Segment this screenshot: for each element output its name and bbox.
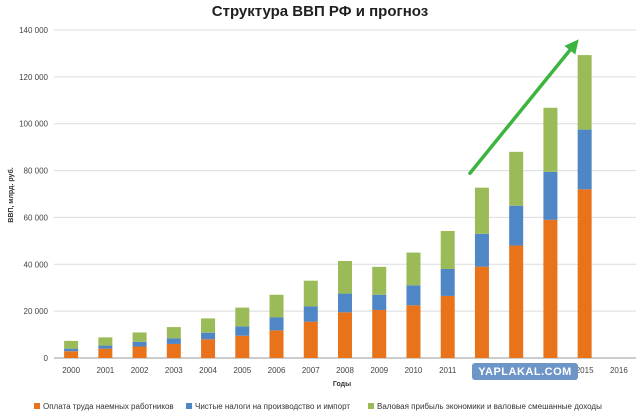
bar-segment: [338, 293, 352, 313]
bar-segment: [166, 338, 181, 344]
bar-segment: [235, 326, 250, 336]
y-axis-ticks: 0 20 000 40 000 60 000 80 000 100 000 120 000 1…: [19, 26, 48, 363]
bar-segment: [474, 233, 489, 267]
bar-segment: [509, 151, 524, 206]
bar-segment: [577, 55, 592, 130]
bar-segment: [235, 307, 250, 327]
x-tick-label: 2002: [131, 366, 149, 375]
y-tick-label: 0: [44, 354, 49, 363]
bar-segment: [577, 189, 592, 358]
trend-arrow: [468, 39, 579, 176]
chart-title: Структура ВВП РФ и прогноз: [212, 3, 428, 20]
y-tick-label: 60 000: [24, 213, 49, 222]
x-tick-label: 2000: [62, 366, 80, 375]
bar-segment: [64, 340, 79, 349]
arrow-shaft: [468, 48, 572, 176]
watermark: YAPLAKAL.COM: [472, 363, 578, 380]
bar-segment: [372, 294, 387, 310]
x-tick-label: 2006: [268, 366, 286, 375]
legend-item: Валовая прибыль экономики и валовые смеш…: [368, 402, 602, 411]
legend-label: Валовая прибыль экономики и валовые смеш…: [377, 402, 602, 411]
bar-segment: [269, 330, 284, 358]
bar-segment: [338, 312, 352, 358]
x-tick-label: 2001: [96, 366, 114, 375]
x-tick-label: 2011: [439, 366, 457, 375]
bars: [64, 55, 592, 358]
legend-label: Оплата труда наемных работников: [43, 402, 174, 411]
y-tick-label: 140 000: [19, 26, 48, 35]
legend-swatch: [34, 403, 40, 409]
bar-segment: [166, 327, 181, 339]
bar-segment: [132, 346, 147, 358]
x-tick-label: 2016: [610, 366, 628, 375]
y-tick-label: 120 000: [19, 73, 48, 82]
bar-segment: [98, 348, 113, 358]
arrow-head: [564, 39, 579, 55]
bar-segment: [98, 345, 113, 349]
bar-segment: [543, 219, 558, 358]
bar-segment: [406, 252, 421, 286]
bar-segment: [406, 285, 421, 306]
bar-segment: [235, 335, 250, 358]
bar-segment: [132, 341, 147, 347]
x-axis-label: Годы: [333, 381, 351, 388]
legend-item: Оплата труда наемных работников: [34, 402, 174, 411]
legend-item: Чистые налоги на производство и импорт: [186, 402, 350, 411]
bar-segment: [543, 171, 558, 220]
bar-segment: [166, 343, 181, 358]
bar-segment: [201, 318, 216, 333]
bar-segment: [440, 231, 455, 269]
y-tick-label: 40 000: [24, 260, 49, 269]
bar-segment: [577, 129, 592, 190]
bar-segment: [98, 337, 113, 346]
legend: Оплата труда наемных работников Чистые на…: [34, 402, 602, 411]
bar-segment: [64, 348, 79, 352]
x-tick-label: 2008: [336, 366, 354, 375]
bar-segment: [440, 268, 455, 296]
bar-segment: [543, 107, 558, 172]
x-tick-label: 2003: [165, 366, 183, 375]
bar-segment: [64, 351, 79, 358]
y-tick-label: 80 000: [24, 167, 49, 176]
x-tick-label: 2015: [576, 366, 594, 375]
x-tick-label: 2005: [233, 366, 251, 375]
watermark-text: YAPLAKAL.COM: [478, 366, 572, 378]
x-tick-label: 2007: [302, 366, 320, 375]
legend-label: Чистые налоги на производство и импорт: [195, 402, 350, 411]
legend-swatch: [186, 403, 192, 409]
bar-segment: [269, 317, 284, 331]
x-tick-label: 2004: [199, 366, 217, 375]
bar-segment: [201, 339, 216, 358]
bar-segment: [372, 309, 387, 358]
bar-segment: [509, 205, 524, 246]
bar-segment: [303, 306, 318, 322]
bar-segment: [132, 332, 147, 342]
bar-segment: [406, 305, 421, 358]
y-tick-label: 100 000: [19, 120, 48, 129]
bar-segment: [201, 332, 216, 340]
bar-segment: [303, 280, 318, 307]
legend-swatch: [368, 403, 374, 409]
x-tick-label: 2009: [370, 366, 388, 375]
bar-segment: [372, 266, 387, 295]
y-axis-label: ВВП, млрд. руб.: [7, 167, 15, 222]
bar-segment: [269, 294, 284, 318]
bar-segment: [440, 295, 455, 358]
bar-segment: [509, 245, 524, 358]
x-tick-label: 2010: [405, 366, 423, 375]
bar-segment: [474, 187, 489, 234]
y-tick-label: 20 000: [24, 307, 49, 316]
bar-segment: [474, 266, 489, 358]
bar-segment: [303, 321, 318, 358]
bar-segment: [338, 261, 352, 294]
